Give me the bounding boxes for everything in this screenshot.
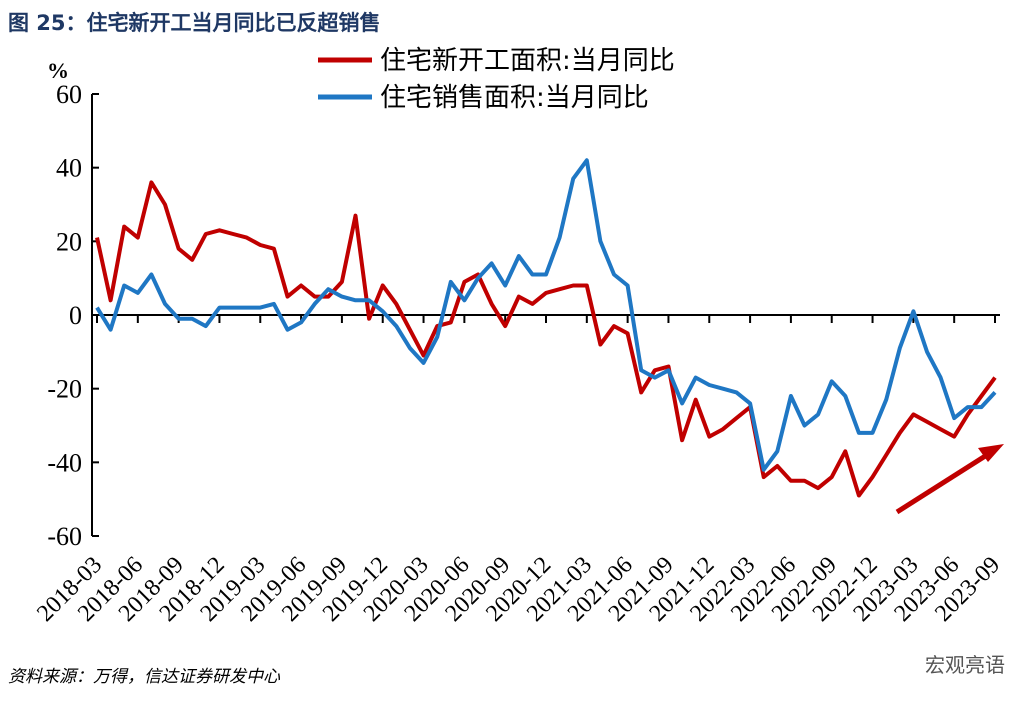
watermark: 宏观亮语 [925, 653, 1005, 677]
y-tick-label: -60 [47, 522, 82, 551]
y-tick-label: 20 [56, 227, 82, 256]
y-tick-label: -20 [47, 375, 82, 404]
legend-label: 住宅销售面积:当月同比 [380, 83, 649, 113]
chart-title: 图 25：住宅新开工当月同比已反超销售 [8, 11, 381, 35]
source-note: 资料来源：万得，信达证券研发中心 [8, 667, 281, 687]
y-tick-label: -40 [47, 448, 82, 477]
y-tick-label: 0 [69, 301, 82, 330]
y-tick-label: 60 [56, 80, 82, 109]
trend-arrow [895, 450, 992, 515]
legend-label: 住宅新开工面积:当月同比 [380, 46, 675, 76]
trend-arrow-head [978, 444, 1004, 462]
y-axis-label: % [47, 58, 69, 83]
y-tick-label: 40 [56, 154, 82, 183]
series-line [95, 158, 997, 472]
series-line [95, 180, 997, 498]
